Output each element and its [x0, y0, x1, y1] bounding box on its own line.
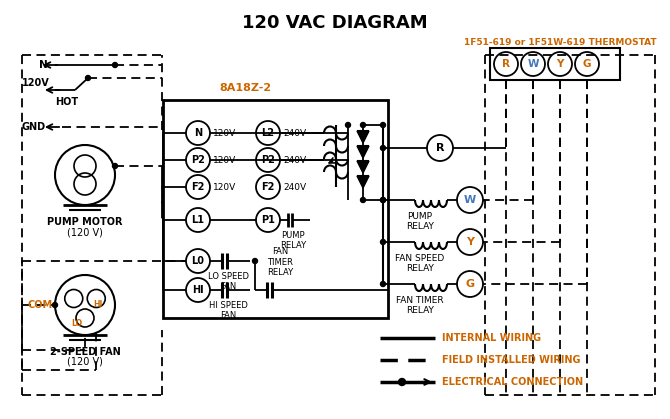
Circle shape	[360, 197, 366, 202]
Circle shape	[113, 163, 117, 168]
Text: N: N	[39, 60, 48, 70]
Circle shape	[381, 197, 385, 202]
Text: W: W	[527, 59, 539, 69]
Text: P2: P2	[261, 155, 275, 165]
Circle shape	[399, 378, 405, 385]
Text: 120V: 120V	[213, 129, 237, 137]
Text: 240V: 240V	[283, 129, 306, 137]
Text: 240V: 240V	[283, 183, 306, 191]
Circle shape	[55, 275, 115, 335]
Circle shape	[86, 75, 90, 80]
Circle shape	[381, 282, 385, 287]
Polygon shape	[357, 176, 369, 188]
Text: FAN
TIMER
RELAY: FAN TIMER RELAY	[267, 247, 293, 277]
Text: FIELD INSTALLED WIRING: FIELD INSTALLED WIRING	[442, 355, 580, 365]
Text: L0: L0	[192, 256, 204, 266]
Text: PUMP
RELAY: PUMP RELAY	[406, 212, 434, 231]
Text: 120 VAC DIAGRAM: 120 VAC DIAGRAM	[242, 14, 428, 32]
Circle shape	[360, 122, 366, 127]
Text: R: R	[436, 143, 444, 153]
Circle shape	[381, 145, 385, 150]
Text: G: G	[583, 59, 591, 69]
Text: LO SPEED
FAN: LO SPEED FAN	[208, 272, 249, 291]
Text: PUMP MOTOR: PUMP MOTOR	[48, 217, 123, 227]
Polygon shape	[357, 161, 369, 173]
Text: 8A18Z-2: 8A18Z-2	[219, 83, 271, 93]
Text: Y: Y	[556, 59, 563, 69]
Text: (120 V): (120 V)	[67, 227, 103, 237]
Text: W: W	[464, 195, 476, 205]
Circle shape	[113, 62, 117, 67]
Text: (120 V): (120 V)	[67, 357, 103, 367]
Text: HI SPEED
FAN: HI SPEED FAN	[208, 301, 247, 321]
Circle shape	[381, 122, 385, 127]
Text: P1: P1	[261, 215, 275, 225]
Circle shape	[253, 259, 257, 264]
Text: 120V: 120V	[22, 78, 50, 88]
Text: Y: Y	[466, 237, 474, 247]
Text: FAN TIMER
RELAY: FAN TIMER RELAY	[396, 296, 444, 316]
Text: F2: F2	[192, 182, 205, 192]
Text: HI: HI	[94, 300, 103, 309]
Polygon shape	[357, 146, 369, 158]
Circle shape	[381, 240, 385, 245]
Text: N: N	[194, 128, 202, 138]
Circle shape	[381, 197, 385, 202]
Text: 120V: 120V	[213, 183, 237, 191]
Polygon shape	[357, 131, 369, 143]
Text: 120V: 120V	[213, 155, 237, 165]
Text: 240V: 240V	[283, 155, 306, 165]
Text: F2: F2	[261, 182, 275, 192]
Circle shape	[55, 145, 115, 205]
Text: FAN SPEED
RELAY: FAN SPEED RELAY	[395, 254, 445, 274]
Text: 2-SPEED FAN: 2-SPEED FAN	[50, 347, 121, 357]
Text: GND: GND	[22, 122, 46, 132]
Text: R: R	[502, 59, 510, 69]
Circle shape	[52, 303, 58, 308]
Text: INTERNAL WIRING: INTERNAL WIRING	[442, 333, 541, 343]
Text: COM: COM	[28, 300, 53, 310]
Bar	[163, 100, 388, 318]
Text: ELECTRICAL CONNECTION: ELECTRICAL CONNECTION	[442, 377, 583, 387]
Text: PUMP
RELAY: PUMP RELAY	[280, 231, 306, 251]
Text: L2: L2	[261, 128, 275, 138]
Circle shape	[346, 122, 350, 127]
Text: P2: P2	[191, 155, 205, 165]
Bar	[490, 48, 620, 80]
Text: 1F51-619 or 1F51W-619 THERMOSTAT: 1F51-619 or 1F51W-619 THERMOSTAT	[464, 37, 657, 47]
Text: HI: HI	[192, 285, 204, 295]
Text: HOT: HOT	[56, 97, 78, 107]
Text: L1: L1	[192, 215, 204, 225]
Text: LO: LO	[72, 318, 82, 328]
Text: G: G	[466, 279, 474, 289]
